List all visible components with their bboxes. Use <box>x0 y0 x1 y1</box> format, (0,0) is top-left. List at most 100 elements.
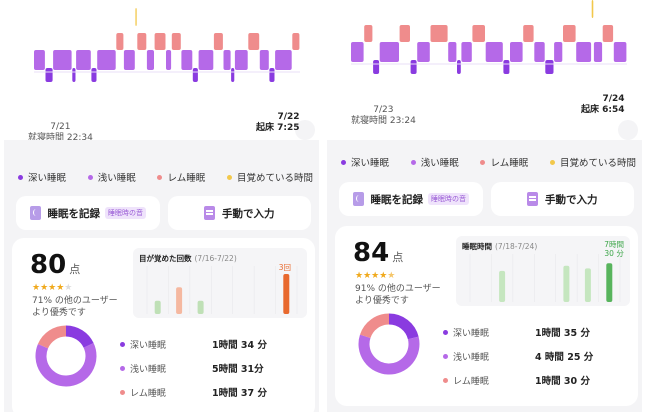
mini-chart-range: (7/18-7/24) <box>495 242 538 251</box>
stage-segment-light <box>554 42 563 62</box>
stage-segment-light <box>34 50 45 70</box>
legend-label: レム睡眠 <box>490 158 529 169</box>
stage-segment-deep <box>231 68 235 82</box>
ranking-line-1: 71% の他のユーザー <box>32 296 118 306</box>
donut-slice-rem <box>359 313 390 339</box>
score-unit: 点 <box>392 251 404 264</box>
breakdown-value: 5時間 31分 <box>212 364 264 375</box>
stage-segment-light <box>461 42 472 62</box>
stage-segment-light <box>198 50 214 70</box>
ranking-text: 91% の他のユーザー より優秀です <box>355 283 455 307</box>
stage-segment-rem <box>116 33 124 50</box>
highlight-line-2: 30 分 <box>604 249 624 258</box>
sleep-duration-chart[interactable]: 睡眠時間 (7/18-7/24) 7時間 30 分 <box>456 236 630 306</box>
bedtime-time: 就寝時間 23:24 <box>351 116 416 126</box>
donut-slice-deep <box>388 313 419 340</box>
stage-segment-rem <box>213 33 223 50</box>
light-dot-icon <box>120 365 125 371</box>
star-rating: ★★★★★ <box>32 283 73 293</box>
breakdown-row-deep: 深い睡眠 1時間 34 分 <box>120 332 310 356</box>
stage-segment-light <box>123 50 135 70</box>
highlight-line-1: 7時間 <box>604 240 624 249</box>
legend-label: 目覚めている時間 <box>236 173 313 184</box>
stage-segment-deep <box>91 68 97 82</box>
note-icon <box>204 206 215 220</box>
breakdown-row-light: 浅い睡眠 5時間 31分 <box>120 356 310 380</box>
bedtime-label: 7/23 就寝時間 23:24 <box>351 105 416 127</box>
legend-deep: 深い睡眠 <box>341 155 389 169</box>
breakdown-label: レム睡眠 <box>453 376 489 387</box>
wake-date: 7/24 <box>602 94 625 104</box>
stage-segment-rem <box>602 25 614 42</box>
light-dot-icon <box>87 174 93 180</box>
stage-segment-deep <box>545 60 554 74</box>
sleep-sound-badge[interactable]: 睡眠時の音 <box>428 193 469 205</box>
bar-1 <box>176 287 183 314</box>
sleep-score: 84 点 <box>353 238 403 268</box>
breakdown-value: 1時間 30 分 <box>535 376 590 387</box>
legend-rem: レム睡眠 <box>157 170 205 184</box>
bedtime-label: 7/21 就寝時間 22:34 <box>28 122 93 144</box>
stage-segment-rem <box>399 25 410 42</box>
stage-segment-deep <box>503 60 510 74</box>
wake-label: 7/22 起床 7:25 <box>256 112 300 134</box>
action-buttons: 睡眠を記録 睡眠時の音 手動で入力 <box>16 196 311 230</box>
bedtime-date: 7/21 <box>50 122 71 132</box>
legend-awake: 目覚めている時間 <box>549 155 636 169</box>
stage-segment-rem <box>154 33 166 50</box>
mini-chart-highlight: 3回 <box>278 263 291 272</box>
stage-segment-deep <box>373 60 380 74</box>
note-icon <box>527 192 538 206</box>
manual-entry-button[interactable]: 手動で入力 <box>167 196 311 230</box>
bar-6 <box>606 263 613 302</box>
manual-entry-button[interactable]: 手動で入力 <box>490 182 634 216</box>
breakdown-row-rem: レム睡眠 1時間 30 分 <box>443 368 633 392</box>
sleep-stage-chart[interactable] <box>4 0 319 120</box>
ranking-line-1: 91% の他のユーザー <box>355 284 441 294</box>
stage-segment-light <box>417 42 430 62</box>
wake-time: 起床 7:25 <box>256 123 300 133</box>
breakdown-list: 深い睡眠 1時間 35 分 浅い睡眠 4 時間 25 分 レム睡眠 1時間 30 分 <box>443 320 633 392</box>
breakdown-label: 浅い睡眠 <box>453 352 490 363</box>
ranking-text: 71% の他のユーザー より優秀です <box>32 295 132 319</box>
donut-slice-rem <box>37 325 67 349</box>
stage-segment-deep <box>72 68 76 82</box>
stage-segment-light <box>379 42 399 62</box>
breakdown-label: 深い睡眠 <box>130 340 167 351</box>
breakdown-label: 浅い睡眠 <box>130 364 167 375</box>
stage-segment-light <box>351 42 364 62</box>
score-card[interactable]: 84 点 ★★★★★ 91% の他のユーザー より優秀です 睡眠時間 (7/18-7… <box>335 226 638 406</box>
deep-dot-icon <box>120 341 125 347</box>
bedtime-time: 就寝時間 22:34 <box>28 133 93 143</box>
stage-segment-deep <box>410 60 417 74</box>
breakdown-value: 1時間 34 分 <box>212 340 267 351</box>
legend-deep: 深い睡眠 <box>18 170 66 184</box>
stage-segment-light <box>259 50 269 70</box>
breakdown-value: 1時間 37 分 <box>212 388 267 399</box>
mini-chart-bars <box>146 266 298 314</box>
score-card[interactable]: 80 点 ★★★★★ 71% の他のユーザー より優秀です 目が覚めた回数 (7/1… <box>12 238 315 412</box>
stage-segment-light <box>223 50 231 70</box>
legend-label: 深い睡眠 <box>28 173 67 184</box>
sleep-sound-badge[interactable]: 睡眠時の音 <box>105 207 146 219</box>
legend-label: 浅い睡眠 <box>420 158 459 169</box>
moon-icon <box>352 192 364 206</box>
ranking-line-2: より優秀です <box>32 308 86 318</box>
sleep-stage-chart[interactable] <box>327 0 642 120</box>
donut-slice-deep <box>65 325 94 349</box>
record-sleep-button[interactable]: 睡眠を記録 睡眠時の音 <box>16 196 160 230</box>
stage-segment-light <box>146 50 154 70</box>
light-dot-icon <box>410 159 416 165</box>
stage-segment-light <box>510 42 523 62</box>
breakdown-label: 深い睡眠 <box>453 328 490 339</box>
sleep-report-left: 7/21 就寝時間 22:34 7/22 起床 7:25 深い睡眠 浅い睡眠 レ… <box>4 0 319 412</box>
sleep-breakdown-donut <box>358 313 420 375</box>
awake-dot-icon <box>549 159 555 165</box>
donut-slice-light <box>358 334 420 375</box>
score-value: 84 <box>353 238 390 268</box>
wake-count-chart[interactable]: 目が覚めた回数 (7/16-7/22) 3回 <box>133 248 307 318</box>
legend-label: 深い睡眠 <box>351 158 390 169</box>
action-buttons: 睡眠を記録 睡眠時の音 手動で入力 <box>339 182 634 216</box>
record-sleep-button[interactable]: 睡眠を記録 睡眠時の音 <box>339 182 483 216</box>
stage-segment-light <box>76 50 91 70</box>
